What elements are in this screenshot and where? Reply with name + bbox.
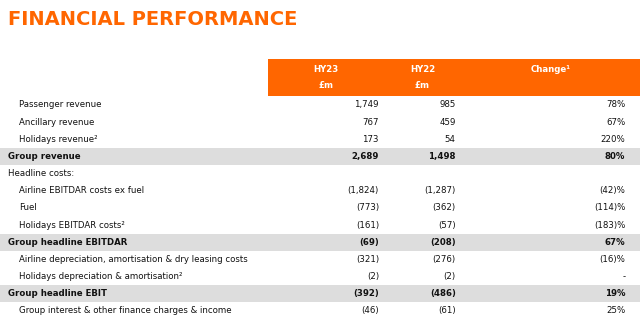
Text: Ancillary revenue: Ancillary revenue bbox=[19, 117, 95, 126]
Bar bbox=[0, 285, 640, 302]
Text: (362): (362) bbox=[433, 204, 456, 213]
Text: Group headline EBIT: Group headline EBIT bbox=[8, 289, 107, 298]
Text: 459: 459 bbox=[439, 117, 456, 126]
Text: (486): (486) bbox=[430, 289, 456, 298]
Text: (1,824): (1,824) bbox=[348, 186, 379, 195]
Text: HY23: HY23 bbox=[313, 65, 339, 74]
Text: Airline EBITDAR costs ex fuel: Airline EBITDAR costs ex fuel bbox=[19, 186, 145, 195]
Text: Holidays EBITDAR costs²: Holidays EBITDAR costs² bbox=[19, 221, 125, 230]
Text: (57): (57) bbox=[438, 221, 456, 230]
Text: (42)%: (42)% bbox=[600, 186, 625, 195]
Text: Group headline EBITDAR: Group headline EBITDAR bbox=[8, 238, 127, 247]
Text: HY22: HY22 bbox=[410, 65, 435, 74]
Text: 54: 54 bbox=[445, 135, 456, 144]
Text: -: - bbox=[622, 272, 625, 281]
Text: Group revenue: Group revenue bbox=[8, 152, 80, 161]
Text: (114)%: (114)% bbox=[594, 204, 625, 213]
Text: Holidays depreciation & amortisation²: Holidays depreciation & amortisation² bbox=[19, 272, 182, 281]
Text: 67%: 67% bbox=[605, 238, 625, 247]
Text: 2,689: 2,689 bbox=[351, 152, 379, 161]
Text: (392): (392) bbox=[353, 289, 379, 298]
Text: 173: 173 bbox=[362, 135, 379, 144]
Text: Airline depreciation, amortisation & dry leasing costs: Airline depreciation, amortisation & dry… bbox=[19, 255, 248, 264]
Text: Group interest & other finance charges & income: Group interest & other finance charges &… bbox=[19, 307, 232, 316]
Text: (321): (321) bbox=[356, 255, 379, 264]
Text: Passenger revenue: Passenger revenue bbox=[19, 100, 102, 109]
Text: 80%: 80% bbox=[605, 152, 625, 161]
Text: (161): (161) bbox=[356, 221, 379, 230]
Text: Change¹: Change¹ bbox=[531, 65, 570, 74]
Text: 25%: 25% bbox=[606, 307, 625, 316]
Text: (46): (46) bbox=[361, 307, 379, 316]
Text: 19%: 19% bbox=[605, 289, 625, 298]
Text: Fuel: Fuel bbox=[19, 204, 37, 213]
Text: 78%: 78% bbox=[606, 100, 625, 109]
Text: (61): (61) bbox=[438, 307, 456, 316]
Text: £m: £m bbox=[318, 82, 333, 91]
Text: FINANCIAL PERFORMANCE: FINANCIAL PERFORMANCE bbox=[8, 10, 297, 29]
Text: 1,498: 1,498 bbox=[428, 152, 456, 161]
Text: 67%: 67% bbox=[606, 117, 625, 126]
Text: (183)%: (183)% bbox=[594, 221, 625, 230]
Text: (208): (208) bbox=[430, 238, 456, 247]
Text: 767: 767 bbox=[362, 117, 379, 126]
Text: 985: 985 bbox=[439, 100, 456, 109]
Bar bbox=[0, 148, 640, 165]
Text: (1,287): (1,287) bbox=[424, 186, 456, 195]
Text: Headline costs:: Headline costs: bbox=[8, 169, 74, 178]
Text: (69): (69) bbox=[359, 238, 379, 247]
Text: £m: £m bbox=[415, 82, 430, 91]
Text: 220%: 220% bbox=[600, 135, 625, 144]
Text: (2): (2) bbox=[444, 272, 456, 281]
Text: (773): (773) bbox=[356, 204, 379, 213]
Text: (16)%: (16)% bbox=[600, 255, 625, 264]
Text: 1,749: 1,749 bbox=[355, 100, 379, 109]
Text: (2): (2) bbox=[367, 272, 379, 281]
Bar bbox=[268, 59, 640, 96]
Text: Holidays revenue²: Holidays revenue² bbox=[19, 135, 98, 144]
Text: (276): (276) bbox=[433, 255, 456, 264]
Bar bbox=[0, 234, 640, 251]
